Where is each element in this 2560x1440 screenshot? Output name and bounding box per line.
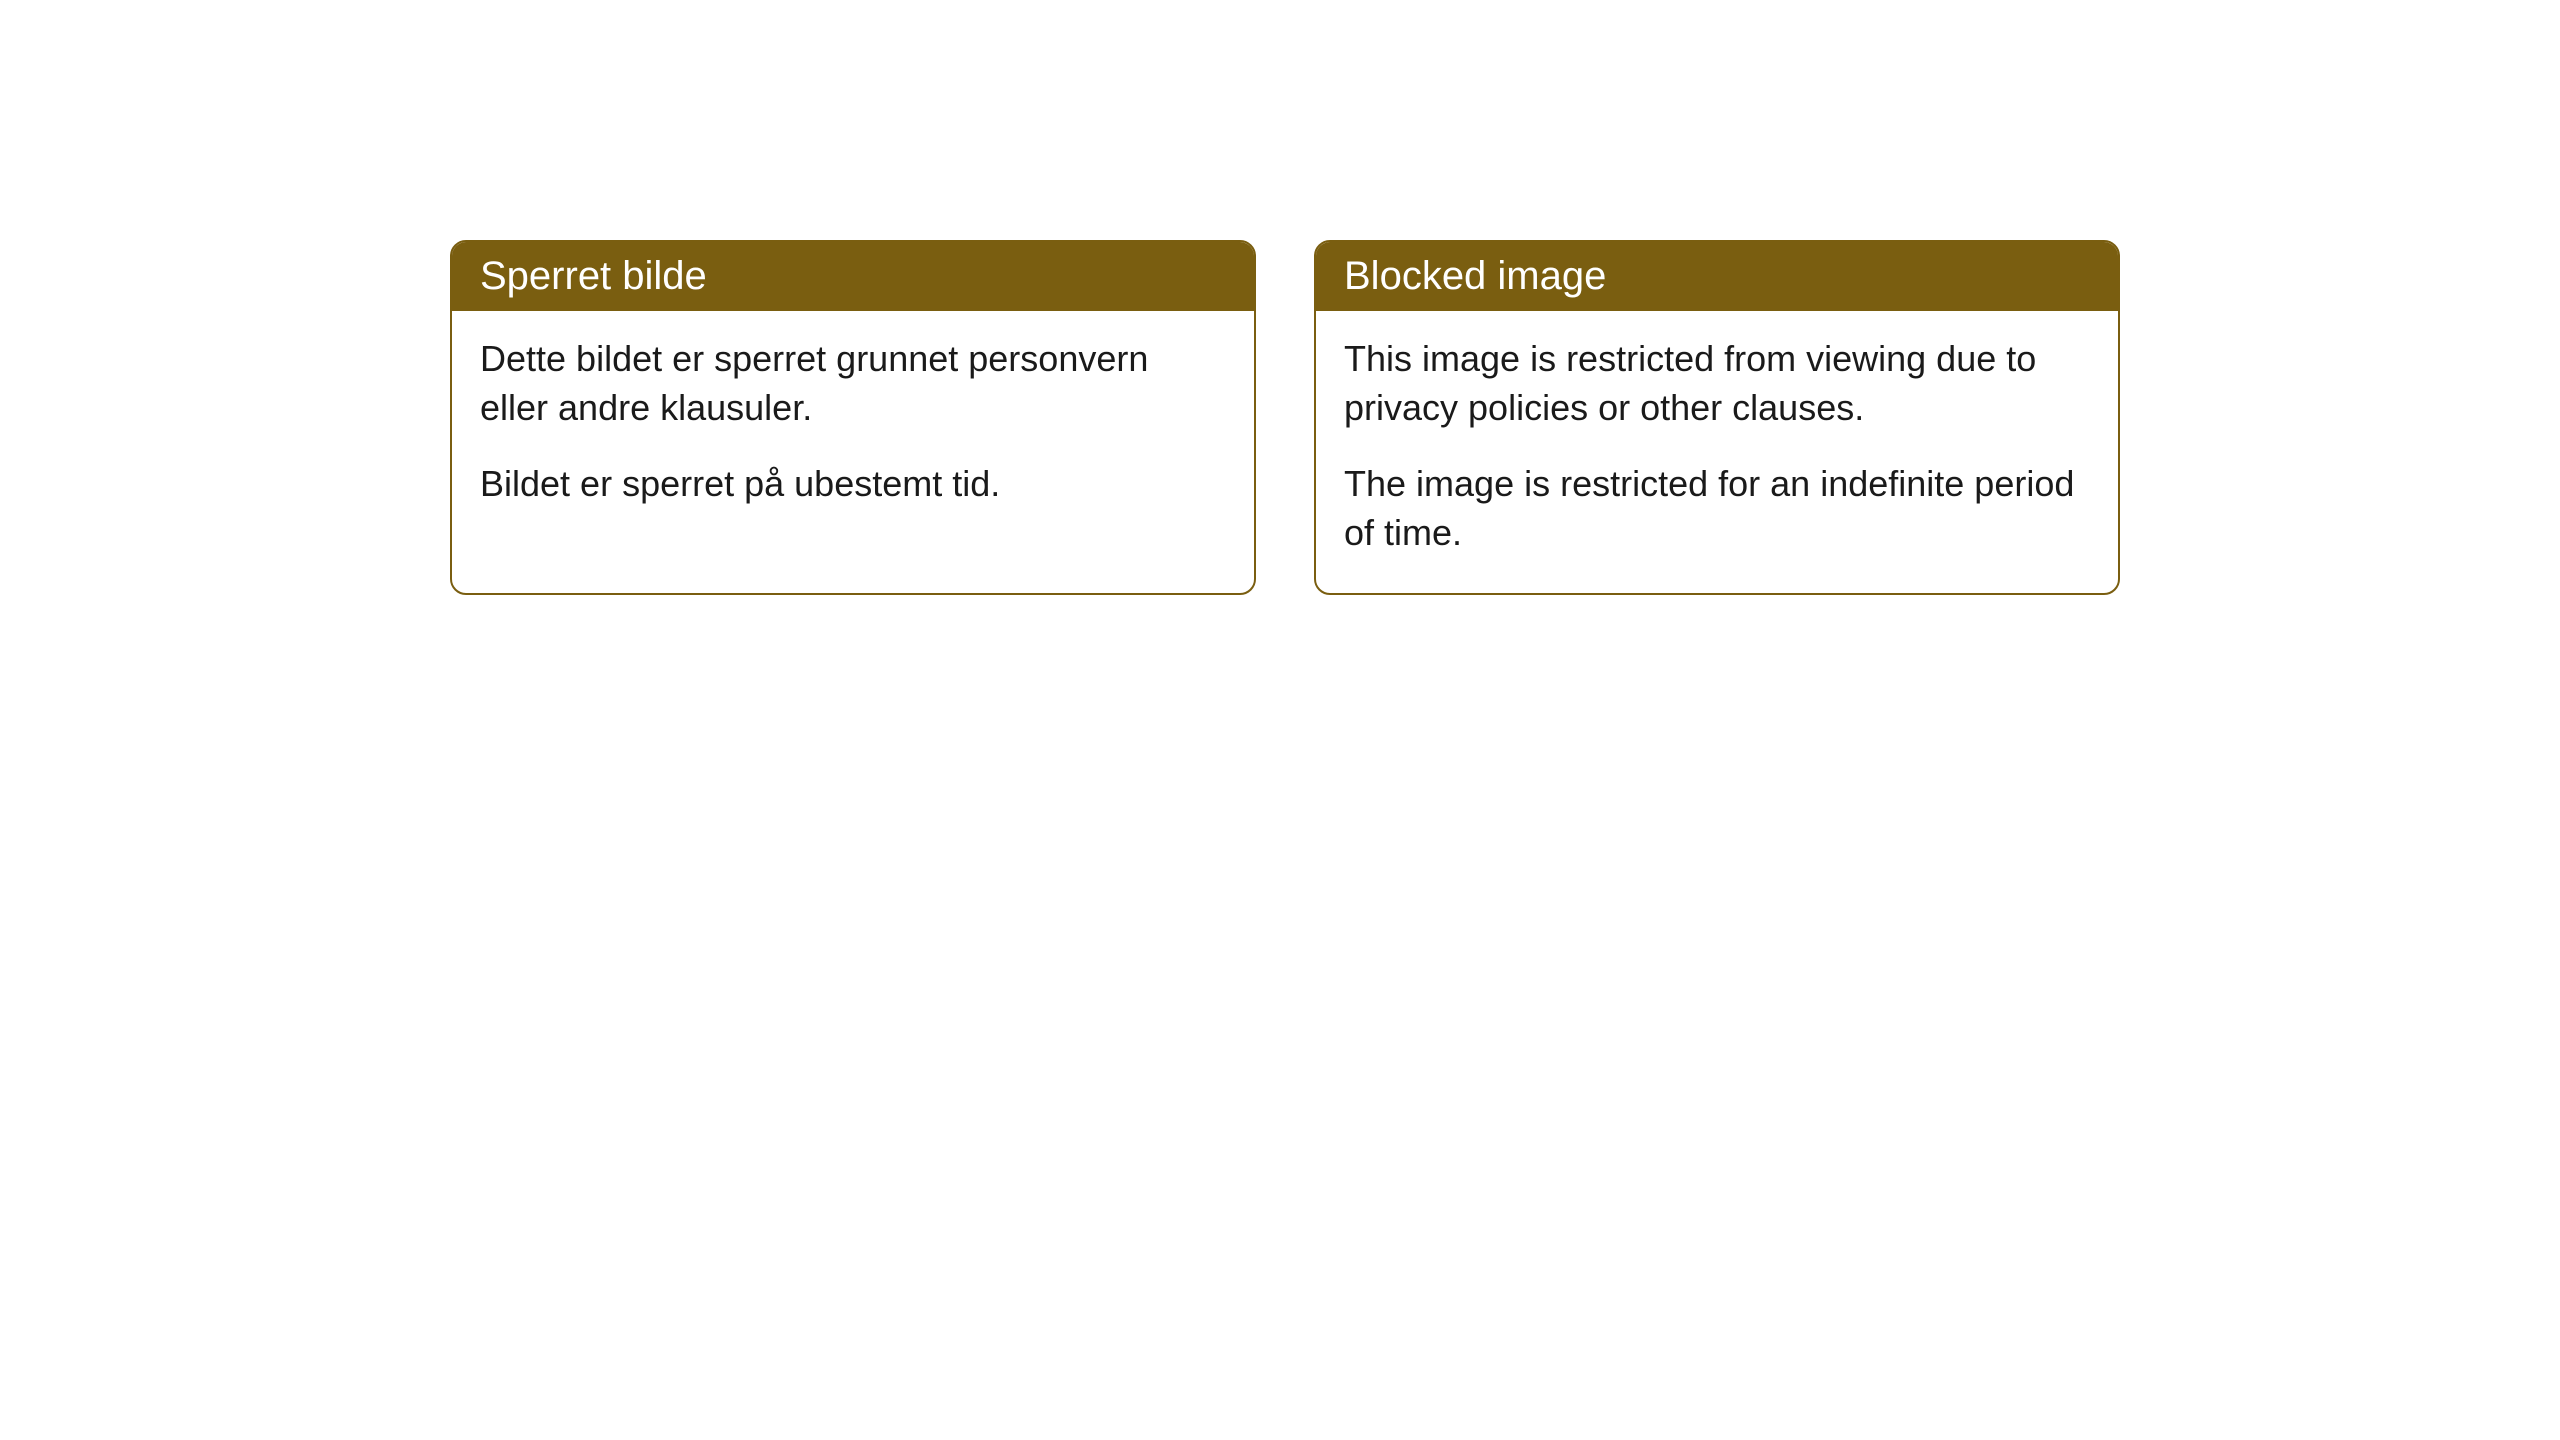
- cards-container: Sperret bilde Dette bildet er sperret gr…: [450, 240, 2560, 595]
- card-header-english: Blocked image: [1316, 242, 2118, 311]
- card-text-norwegian-1: Dette bildet er sperret grunnet personve…: [480, 335, 1226, 432]
- card-header-norwegian: Sperret bilde: [452, 242, 1254, 311]
- card-body-english: This image is restricted from viewing du…: [1316, 311, 2118, 593]
- card-text-norwegian-2: Bildet er sperret på ubestemt tid.: [480, 460, 1226, 509]
- card-text-english-1: This image is restricted from viewing du…: [1344, 335, 2090, 432]
- card-body-norwegian: Dette bildet er sperret grunnet personve…: [452, 311, 1254, 545]
- card-text-english-2: The image is restricted for an indefinit…: [1344, 460, 2090, 557]
- card-norwegian: Sperret bilde Dette bildet er sperret gr…: [450, 240, 1256, 595]
- card-english: Blocked image This image is restricted f…: [1314, 240, 2120, 595]
